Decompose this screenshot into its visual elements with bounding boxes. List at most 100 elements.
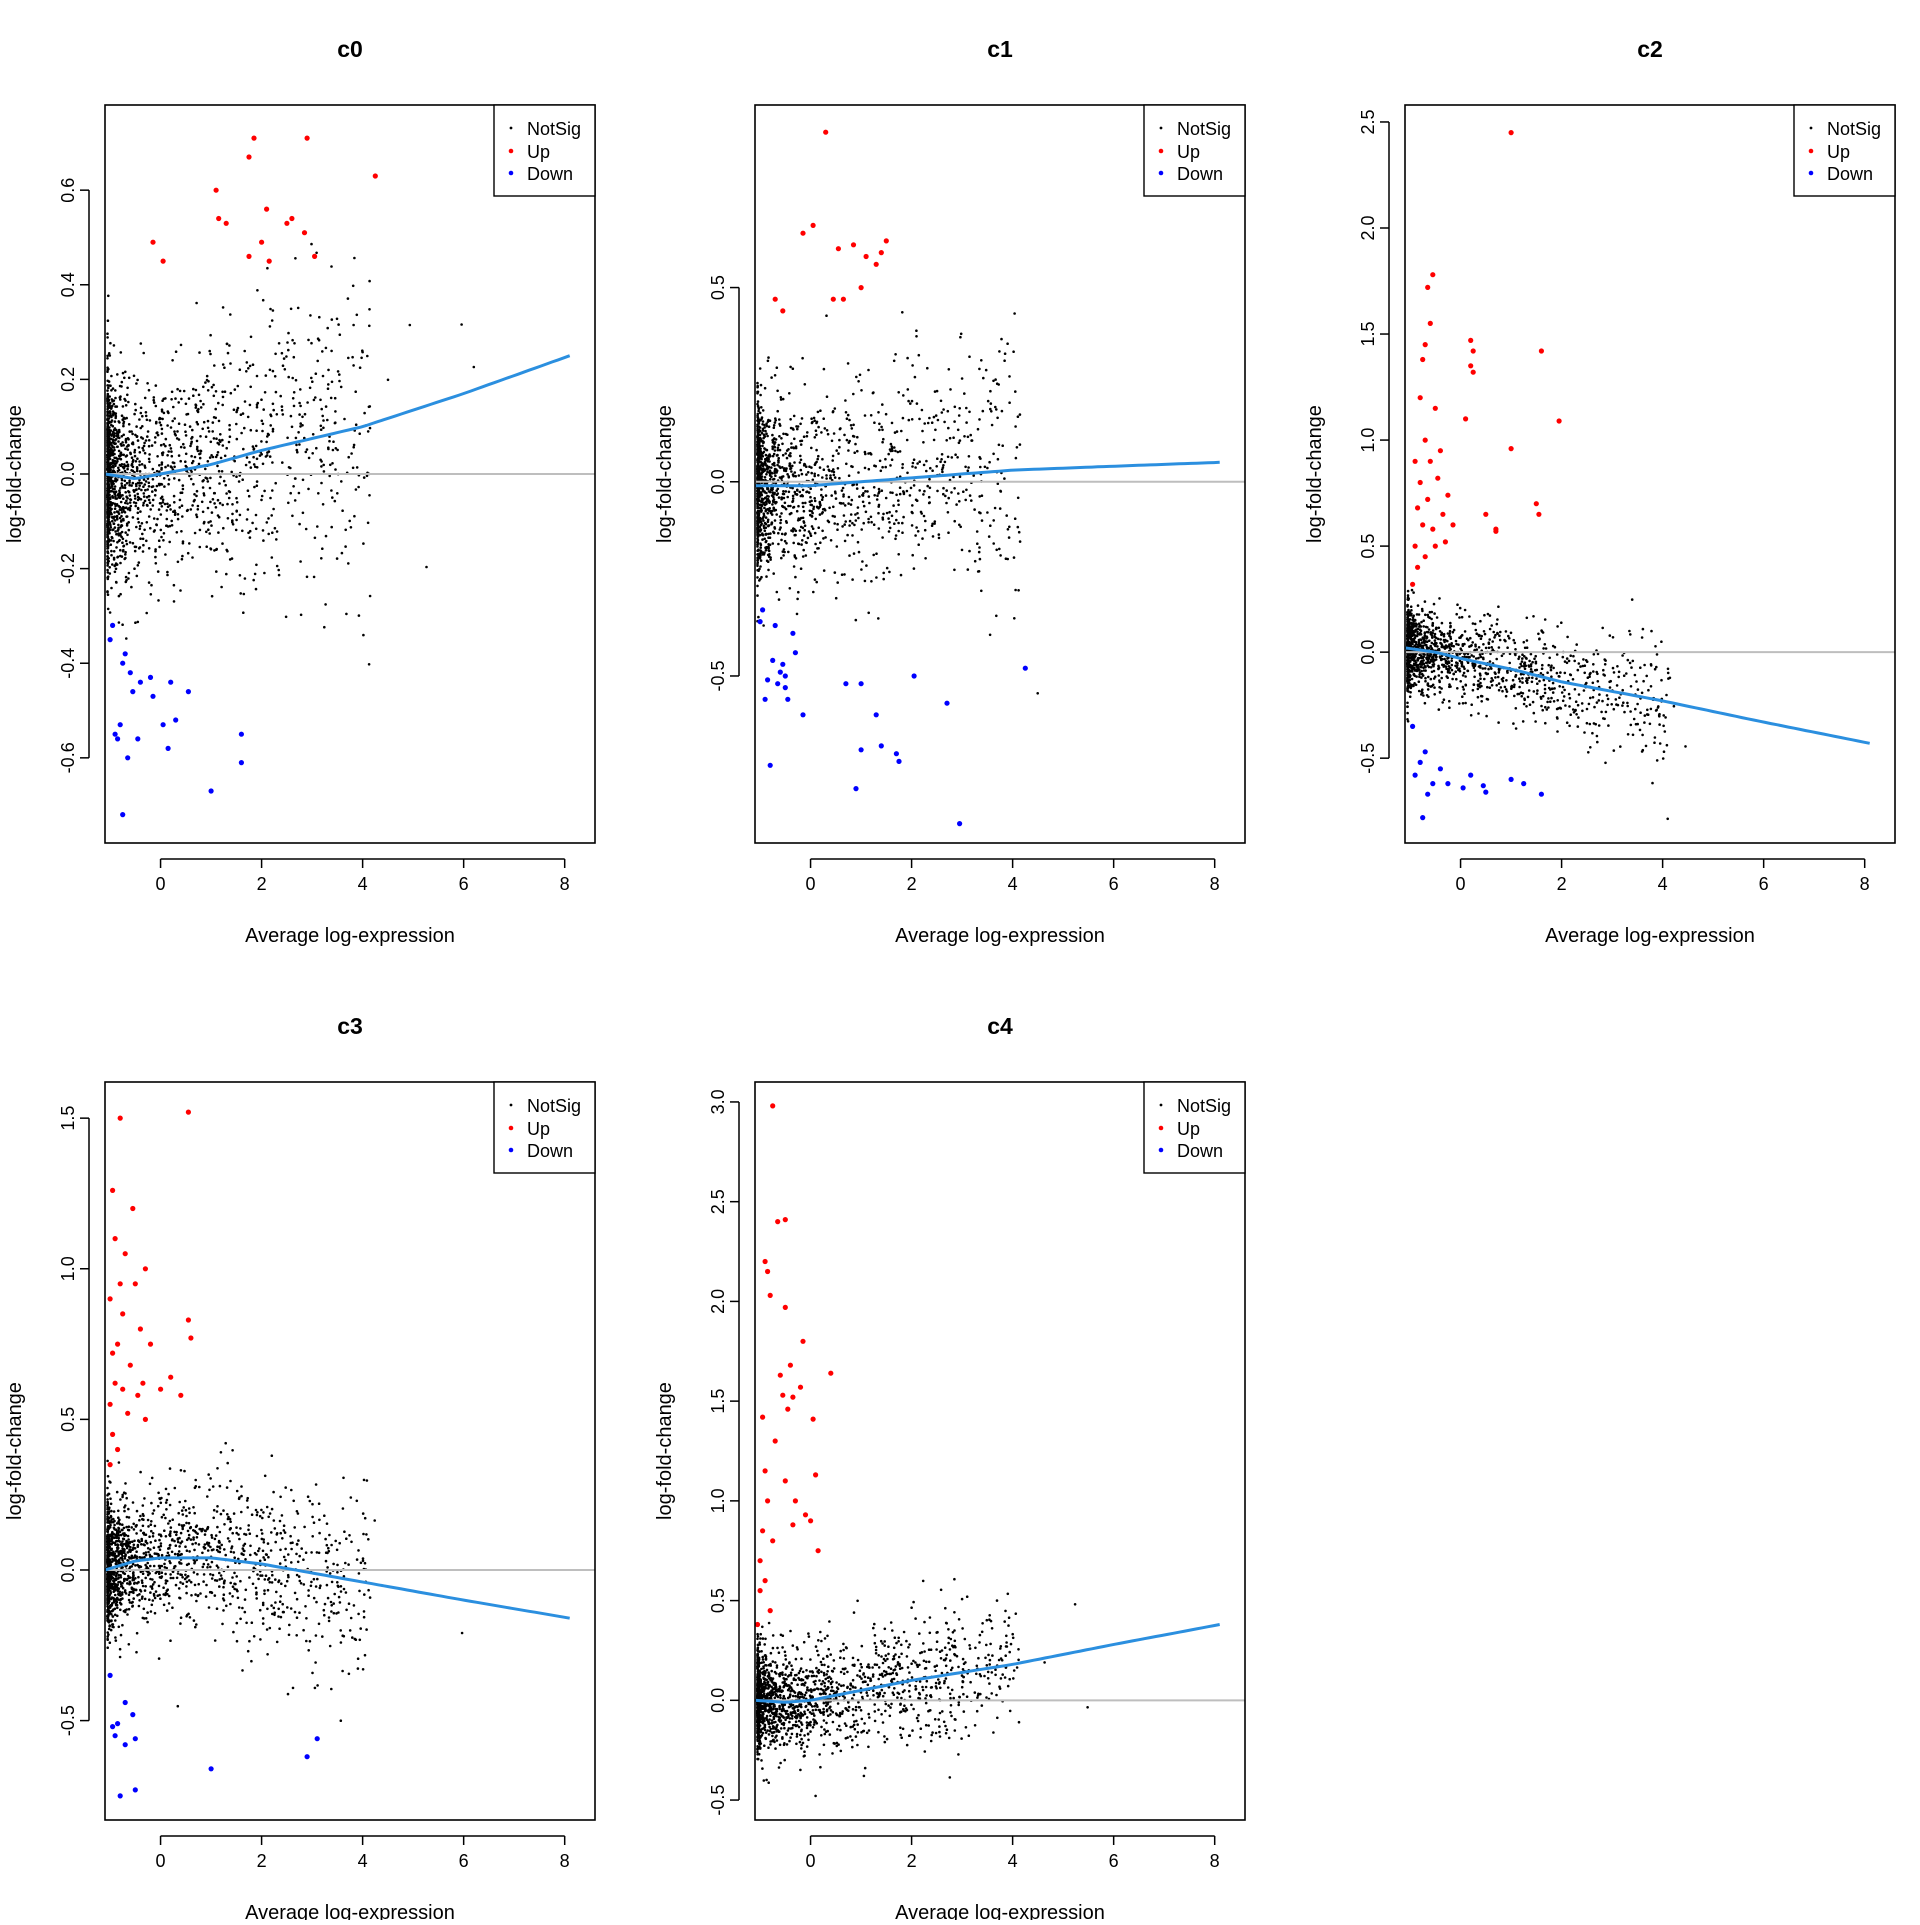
- notsig-point: [923, 515, 926, 518]
- notsig-point: [1440, 677, 1443, 680]
- notsig-point: [272, 430, 275, 433]
- notsig-point: [820, 488, 823, 491]
- notsig-point: [921, 409, 924, 412]
- notsig-point: [967, 568, 970, 571]
- notsig-point: [181, 504, 184, 507]
- notsig-point: [171, 359, 174, 362]
- notsig-point: [875, 552, 878, 555]
- notsig-point: [158, 546, 161, 549]
- notsig-point: [148, 458, 151, 461]
- notsig-point: [335, 447, 338, 450]
- notsig-point: [179, 589, 182, 592]
- notsig-point: [866, 490, 869, 493]
- notsig-point: [205, 545, 208, 548]
- notsig-point: [812, 591, 815, 594]
- notsig-point: [368, 325, 371, 328]
- notsig-point: [963, 392, 966, 395]
- notsig-point: [322, 464, 325, 467]
- notsig-point: [800, 517, 803, 520]
- notsig-point: [120, 458, 123, 461]
- notsig-point: [757, 413, 760, 416]
- notsig-point: [1592, 696, 1595, 699]
- notsig-point: [785, 542, 788, 545]
- notsig-point: [1546, 708, 1549, 711]
- notsig-point: [1644, 714, 1647, 717]
- notsig-point: [190, 508, 193, 511]
- notsig-point: [1684, 745, 1687, 748]
- notsig-point: [326, 327, 329, 330]
- notsig-point: [1473, 683, 1476, 686]
- notsig-point: [1658, 723, 1661, 726]
- notsig-point: [1622, 701, 1625, 704]
- notsig-point: [141, 533, 144, 536]
- notsig-point: [901, 463, 904, 466]
- notsig-point: [174, 512, 177, 515]
- notsig-point: [329, 464, 332, 467]
- notsig-point: [1612, 636, 1615, 639]
- notsig-point: [1623, 711, 1626, 714]
- notsig-point: [1467, 639, 1470, 642]
- notsig-point: [144, 452, 147, 455]
- notsig-point: [167, 450, 170, 453]
- notsig-point: [942, 466, 945, 469]
- notsig-point: [220, 457, 223, 460]
- notsig-point: [1544, 706, 1547, 709]
- notsig-point: [791, 465, 794, 468]
- notsig-point: [274, 482, 277, 485]
- notsig-point: [205, 435, 208, 438]
- notsig-point: [148, 485, 151, 488]
- notsig-point: [770, 376, 773, 379]
- notsig-point: [184, 423, 187, 426]
- notsig-point: [116, 504, 119, 507]
- notsig-point: [272, 370, 275, 373]
- notsig-point: [897, 530, 900, 533]
- notsig-point: [347, 456, 350, 459]
- notsig-point: [756, 527, 759, 530]
- notsig-point: [1427, 657, 1430, 660]
- notsig-point: [850, 503, 853, 506]
- notsig-point: [1003, 477, 1006, 480]
- notsig-point: [1562, 686, 1565, 689]
- x-tick-label: 4: [1008, 874, 1018, 894]
- notsig-point: [1501, 690, 1504, 693]
- notsig-point: [895, 519, 898, 522]
- notsig-point: [235, 423, 238, 426]
- notsig-point: [1504, 640, 1507, 643]
- notsig-point: [228, 497, 231, 500]
- notsig-point: [777, 543, 780, 546]
- notsig-point: [1445, 660, 1448, 663]
- notsig-point: [144, 489, 147, 492]
- notsig-point: [857, 517, 860, 520]
- notsig-point: [847, 414, 850, 417]
- notsig-point: [107, 542, 110, 545]
- notsig-point: [909, 402, 912, 405]
- notsig-point: [778, 418, 781, 421]
- notsig-point: [843, 523, 846, 526]
- notsig-point: [794, 471, 797, 474]
- notsig-point: [1639, 729, 1642, 732]
- notsig-point: [1495, 684, 1498, 687]
- notsig-point: [215, 390, 218, 393]
- notsig-point: [803, 435, 806, 438]
- notsig-point: [1544, 684, 1547, 687]
- notsig-point: [1406, 702, 1409, 705]
- notsig-point: [1504, 686, 1507, 689]
- notsig-point: [1406, 712, 1409, 715]
- notsig-point: [1575, 700, 1578, 703]
- notsig-point: [844, 399, 847, 402]
- notsig-point: [1532, 701, 1535, 704]
- notsig-point: [773, 443, 776, 446]
- notsig-point: [217, 402, 220, 405]
- notsig-point: [145, 612, 148, 615]
- notsig-point: [1545, 647, 1548, 650]
- notsig-point: [827, 520, 830, 523]
- legend-label-down: Down: [527, 164, 573, 184]
- notsig-point: [955, 503, 958, 506]
- notsig-point: [227, 517, 230, 520]
- notsig-point: [805, 542, 808, 545]
- notsig-point: [817, 426, 820, 429]
- notsig-point: [855, 519, 858, 522]
- notsig-point: [144, 483, 147, 486]
- notsig-point: [121, 623, 124, 626]
- notsig-point: [125, 515, 128, 518]
